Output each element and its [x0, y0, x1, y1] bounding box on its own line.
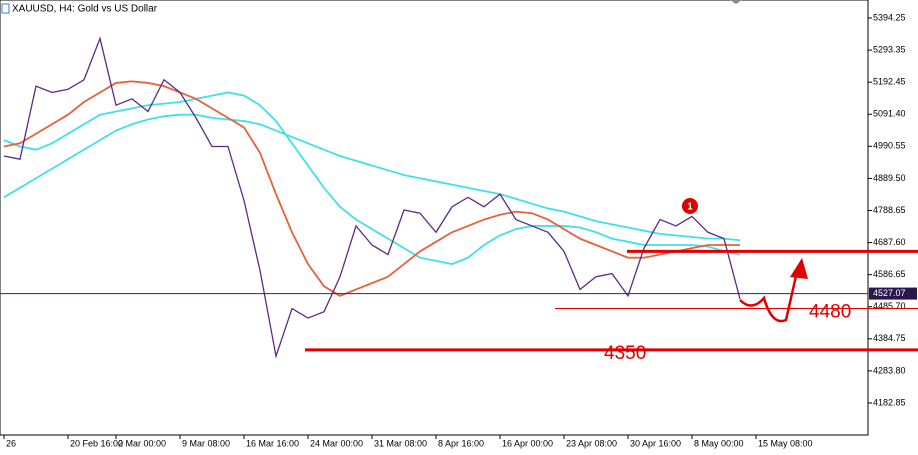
current-price-box [869, 287, 917, 300]
y-tick-label: 4687.60 [873, 237, 906, 247]
symbol-icon [1, 3, 10, 14]
forecast-arrow-head [790, 258, 808, 279]
price-line [3, 36, 741, 359]
y-tick-label: 4889.50 [873, 173, 906, 183]
x-tick-label: 15 May 08:00 [758, 438, 813, 448]
plot-frame [0, 0, 869, 436]
x-tick-label: 26 [6, 438, 16, 448]
y-tick-label: 5192.45 [873, 77, 906, 87]
price-line [3, 80, 740, 297]
current-price-label: 4527.07 [873, 288, 906, 298]
price-line [3, 113, 741, 242]
x-tick-label: 16 Apr 00:00 [502, 438, 553, 448]
y-tick-label: 5091.40 [873, 109, 906, 119]
x-tick-label: 30 Apr 16:00 [630, 438, 681, 448]
x-tick-label: 31 Mar 08:00 [374, 438, 427, 448]
y-tick-label: 4586.65 [873, 269, 906, 279]
y-tick-label: 4990.55 [873, 141, 906, 151]
y-tick-label: 4788.65 [873, 205, 906, 215]
x-tick-label: 8 May 00:00 [694, 438, 744, 448]
x-tick-label: 16 Mar 16:00 [246, 438, 299, 448]
y-tick-label: 4485.70 [873, 301, 906, 311]
y-tick-label: 4384.75 [873, 333, 906, 343]
x-tick-label: 23 Apr 08:00 [566, 438, 617, 448]
x-tick-label: 2 Mar 00:00 [118, 438, 166, 448]
chart-title: XAUUSD, H4: Gold vs US Dollar [12, 4, 158, 15]
forecast-arrow [739, 275, 798, 323]
x-tick-label: 9 Mar 08:00 [182, 438, 230, 448]
price-line [3, 91, 741, 265]
x-tick-label: 20 Feb 16:00 [70, 438, 123, 448]
x-tick-label: 8 Apr 16:00 [438, 438, 484, 448]
signal-marker [682, 198, 698, 214]
y-tick-label: 5293.35 [873, 44, 906, 54]
y-tick-label: 4283.80 [873, 365, 906, 375]
y-tick-label: 4182.85 [873, 397, 906, 407]
level-label: 4480 [809, 302, 851, 323]
scroll-marker [730, 0, 742, 4]
y-tick-label: 5394.25 [873, 12, 906, 22]
signal-label: 1 [687, 202, 693, 213]
x-tick-label: 24 Mar 00:00 [310, 438, 363, 448]
level-label: 4350 [604, 343, 646, 364]
